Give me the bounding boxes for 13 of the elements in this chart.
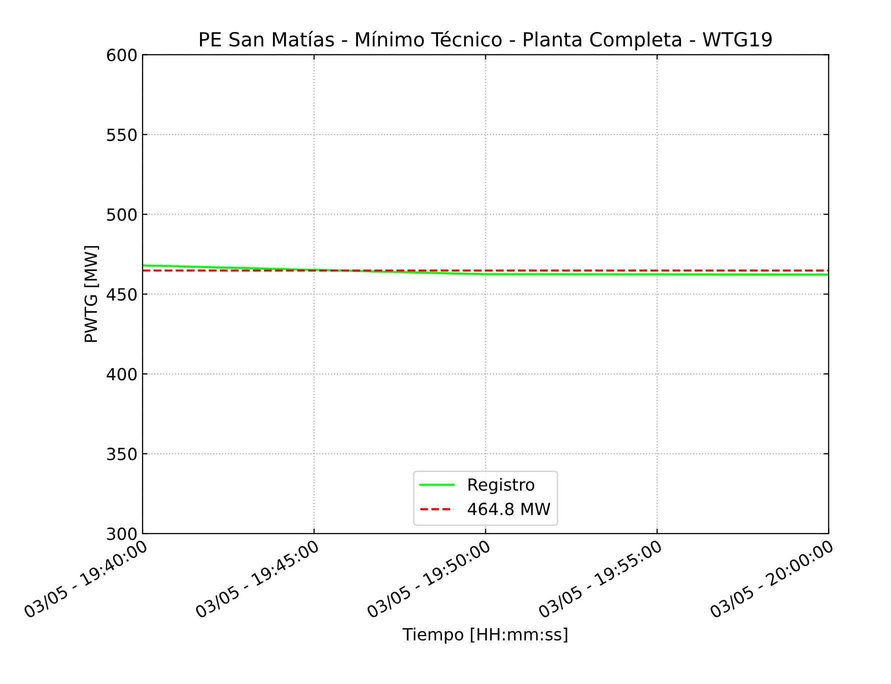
chart-title: PE San Matías - Mínimo Técnico - Planta Completa - WTG19 [200, 30, 772, 50]
legend-label: 464.8 MW [468, 502, 550, 516]
x-axis-title: Tiempo [HH:mm:ss] [402, 628, 568, 644]
y-tick-label: 300 [107, 527, 137, 540]
line-series [142, 264, 829, 276]
y-tick-label: 400 [106, 368, 137, 380]
y-tick-label: 450 [106, 288, 137, 301]
y-tick-label: 500 [107, 208, 137, 221]
y-axis-title: PWTG [MW] [84, 246, 100, 342]
y-tick-label: 350 [107, 448, 137, 460]
legend-label: Registro [468, 478, 534, 494]
y-tick-label: 600 [107, 48, 137, 62]
y-tick-label: 550 [107, 128, 137, 142]
